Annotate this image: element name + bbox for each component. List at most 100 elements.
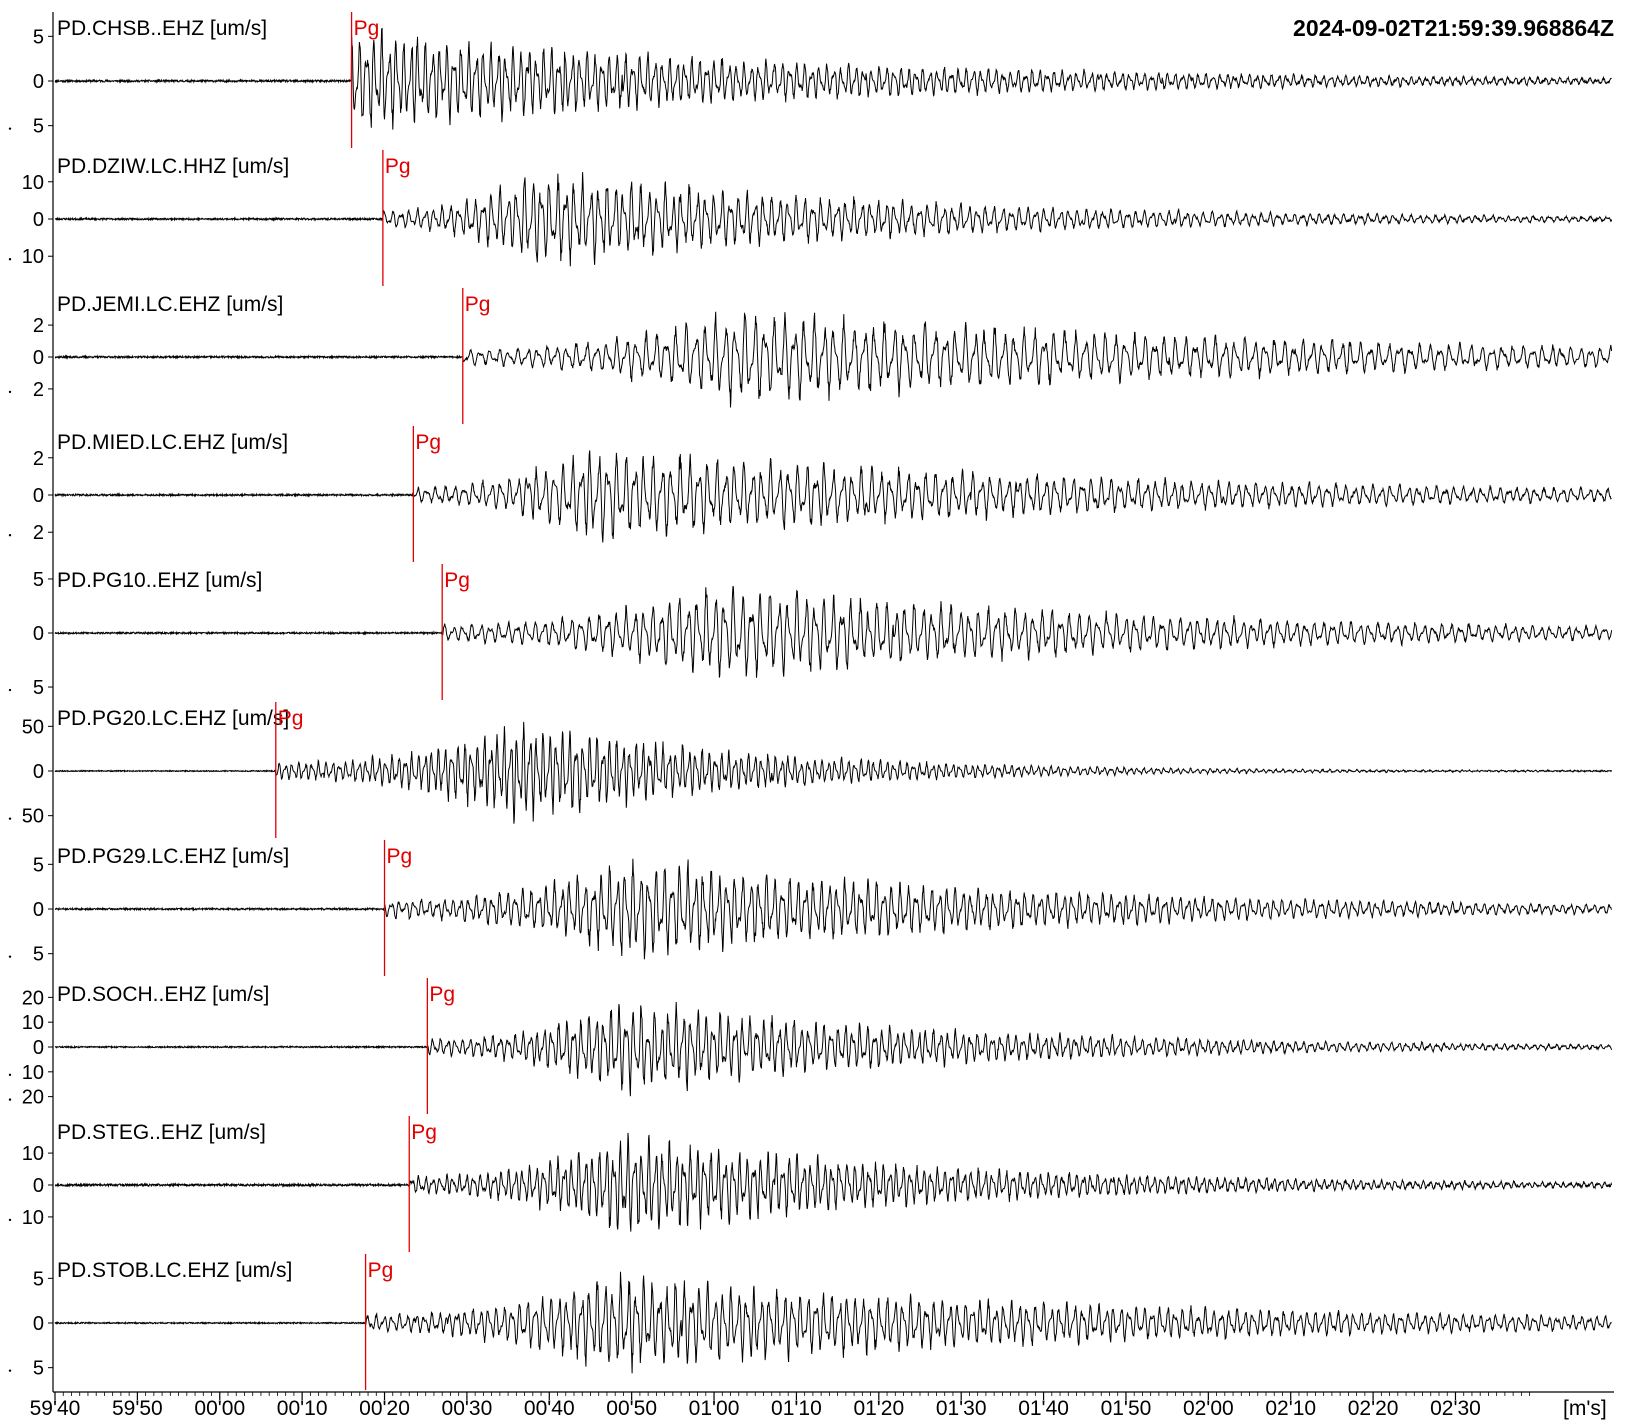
negative-tick-dot [8,1369,12,1372]
y-tick-label: 50 [22,806,44,828]
y-tick-label: 20 [22,1087,44,1109]
pick-label: Pg [385,155,411,178]
y-tick-label: 0 [33,209,44,231]
trace-label: PD.PG10..EHZ [um/s] [57,569,262,592]
trace-panel: 5 0 5 PD.PG29.LC.EHZ [um/s] Pg [8,840,1613,976]
x-tick-label: 01'00 [689,1397,740,1420]
waveform-line [54,721,1613,824]
y-tick-label: 0 [33,1175,44,1197]
pick-label: Pg [411,1121,437,1144]
pick-label: Pg [368,1259,394,1282]
x-tick-label: 00'00 [194,1397,245,1420]
y-tick-label: 5 [33,854,44,876]
y-tick-label: 2 [33,522,44,544]
x-tick-label: 02'00 [1183,1397,1234,1420]
x-tick-label: 02'10 [1265,1397,1316,1420]
negative-tick-dot [8,955,12,958]
negative-tick-dot [8,390,12,394]
x-tick-label: 01'20 [853,1397,904,1420]
y-tick-label: 0 [33,761,44,783]
trace-label: PD.SOCH..EHZ [um/s] [57,983,269,1006]
y-tick-label: 50 [22,716,44,738]
y-tick-label: 5 [33,944,44,966]
y-tick-label: 10 [22,1207,44,1229]
negative-tick-dot [8,258,12,261]
x-tick-label: 59'40 [30,1397,81,1420]
x-tick-label: 00'40 [524,1397,575,1420]
waveform-line [54,172,1613,267]
negative-tick-dot [8,817,12,820]
trace-label: PD.PG20.LC.EHZ [um/s] [57,707,289,730]
y-tick-label: 5 [33,26,44,48]
waveform-line [54,1001,1613,1097]
pick-label: Pg [465,293,491,316]
trace-panel: 50 0 50 PD.PG20.LC.EHZ [um/s]Pg [8,702,1613,838]
y-tick-label: 10 [22,1012,44,1034]
y-tick-label: 2 [33,448,44,470]
x-tick-label: 59'50 [112,1397,163,1420]
trace-label: PD.MIED.LC.EHZ [um/s] [57,431,288,454]
y-tick-label: 10 [22,172,44,194]
y-tick-label: 0 [33,623,44,645]
trace-panel: 2 0 2 PD.MIED.LC.EHZ [um/s] Pg [8,426,1612,562]
waveform-line [54,1132,1613,1232]
x-tick-label: 01'10 [771,1397,822,1420]
negative-tick-dot [8,1218,12,1222]
negative-tick-dot [8,1098,12,1101]
y-tick-label: 2 [33,315,44,337]
waveform-line [54,311,1613,408]
negative-tick-dot [8,127,12,130]
waveform-line [54,858,1613,960]
timestamp-label: 2024-09-02T21:59:39.968864Z [1293,15,1614,41]
x-tick-label: 00'30 [442,1397,493,1420]
negative-tick-dot [8,1073,12,1077]
y-tick-label: 10 [22,1143,44,1165]
trace-panel: 2 0 2 PD.JEMI.LC.EHZ [um/s] Pg [8,288,1613,424]
y-tick-label: 0 [33,485,44,507]
pick-label: Pg [429,983,455,1006]
y-tick-label: 5 [33,677,44,699]
x-tick-label: 00'50 [606,1397,657,1420]
y-tick-label: 5 [33,569,44,591]
x-tick-label: 02'30 [1430,1397,1481,1420]
y-tick-label: 5 [33,1268,44,1290]
waveform-line [54,27,1612,130]
x-axis-ticks: 59'40 59'50 00'00 00'10 00'20 00'30 00'40 00'50… [30,1392,1531,1420]
trace-label: PD.CHSB..EHZ [um/s] [57,17,267,40]
negative-tick-dot [8,534,12,537]
x-tick-label: 00'20 [359,1397,410,1420]
trace-label: PD.DZIW.LC.HHZ [um/s] [57,155,289,178]
y-tick-label: 0 [33,1313,44,1335]
trace-label: PD.STOB.LC.EHZ [um/s] [57,1259,292,1282]
pick-label: Pg [354,17,380,40]
y-tick-label: 5 [33,1358,44,1380]
waveform-line [54,1271,1612,1374]
pick-label: Pg [387,845,413,868]
y-tick-label: 2 [33,379,44,401]
trace-panel: 5 0 5 PD.PG10..EHZ [um/s] Pg [8,564,1613,700]
trace-label: PD.PG29.LC.EHZ [um/s] [57,845,289,868]
trace-panel: 10 0 10 PD.DZIW.LC.HHZ [um/s] Pg [8,150,1613,286]
y-tick-label: 0 [33,1037,44,1059]
y-tick-label: 20 [22,987,44,1009]
negative-tick-dot [8,688,12,692]
trace-label: PD.JEMI.LC.EHZ [um/s] [57,293,283,316]
y-tick-label: 0 [33,899,44,921]
waveform-line [54,450,1612,543]
pick-label: Pg [444,569,470,592]
x-tick-label: 01'40 [1018,1397,1069,1420]
trace-panel: 10 0 10 PD.STEG..EHZ [um/s] Pg [8,1116,1613,1252]
x-tick-label: 00'10 [277,1397,328,1420]
x-tick-label: 02'20 [1348,1397,1399,1420]
pick-label: Pg [278,707,304,730]
waveform-line [54,585,1613,678]
y-tick-label: 5 [33,116,44,138]
trace-label: PD.STEG..EHZ [um/s] [57,1121,266,1144]
y-tick-label: 0 [33,347,44,369]
y-tick-label: 10 [22,1062,44,1084]
y-tick-label: 10 [22,246,44,268]
x-tick-label: 01'50 [1101,1397,1152,1420]
trace-panel: 20 10 0 10 20 PD.SOCH..EHZ [um/s] Pg [8,978,1613,1114]
